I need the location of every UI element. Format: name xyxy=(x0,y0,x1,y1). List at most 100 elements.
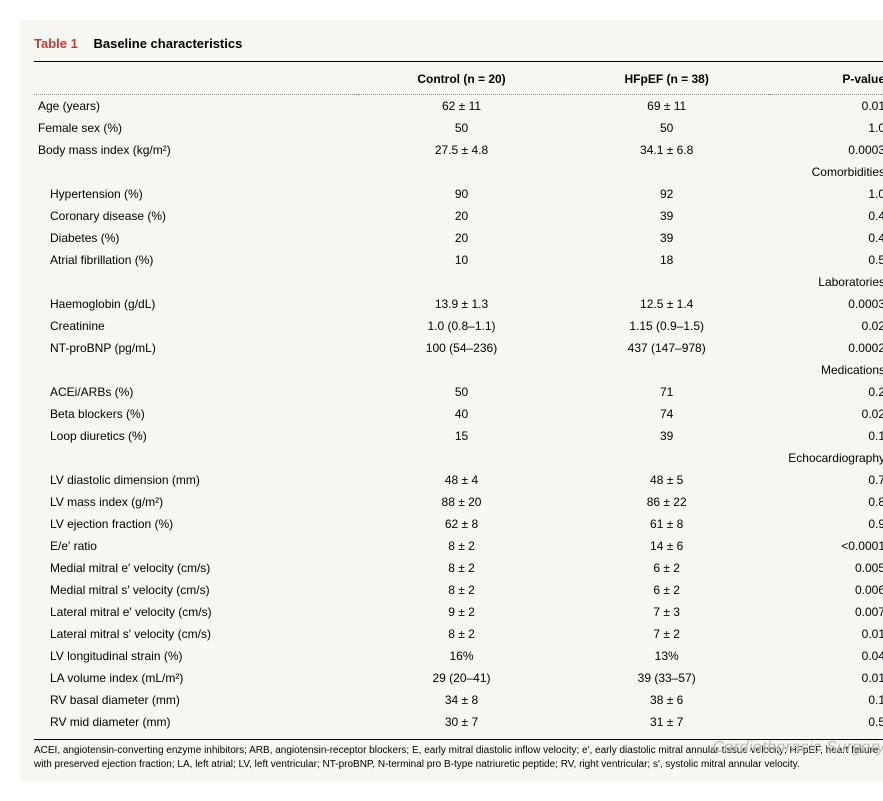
row-label: Lateral mitral e′ velocity (cm/s) xyxy=(34,601,359,623)
row-label: Body mass index (kg/m²) xyxy=(34,139,359,161)
cell-hfpef: 71 xyxy=(564,381,769,403)
cell-hfpef: 48 ± 5 xyxy=(564,469,769,491)
cell-hfpef: 14 ± 6 xyxy=(564,535,769,557)
cell-pvalue: 0.5 xyxy=(769,711,883,733)
cell-hfpef: 31 ± 7 xyxy=(564,711,769,733)
cell-hfpef: 6 ± 2 xyxy=(564,579,769,601)
table-row: Atrial fibrillation (%)10180.5 xyxy=(34,249,883,271)
table-number: Table 1 xyxy=(34,36,78,51)
cell-hfpef: 69 ± 11 xyxy=(564,95,769,118)
cell-hfpef: 39 xyxy=(564,205,769,227)
row-label: Haemoglobin (g/dL) xyxy=(34,293,359,315)
table-row: Diabetes (%)20390.4 xyxy=(34,227,883,249)
cell-pvalue: 0.02 xyxy=(769,403,883,425)
row-label: Medial mitral e′ velocity (cm/s) xyxy=(34,557,359,579)
row-label: Age (years) xyxy=(34,95,359,118)
cell-hfpef: 86 ± 22 xyxy=(564,491,769,513)
cell-pvalue: 0.9 xyxy=(769,513,883,535)
table-row: Lateral mitral e′ velocity (cm/s)9 ± 27 … xyxy=(34,601,883,623)
cell-pvalue: <0.0001 xyxy=(769,535,883,557)
cell-hfpef: 34.1 ± 6.8 xyxy=(564,139,769,161)
row-label: LV diastolic dimension (mm) xyxy=(34,469,359,491)
cell-pvalue: 0.2 xyxy=(769,381,883,403)
cell-pvalue: 0.01 xyxy=(769,95,883,118)
col-hfpef: HFpEF (n = 38) xyxy=(564,62,769,95)
cell-hfpef: 1.15 (0.9–1.5) xyxy=(564,315,769,337)
section-row: Comorbidities xyxy=(34,161,883,183)
col-blank xyxy=(34,62,359,95)
cell-hfpef: 13% xyxy=(564,645,769,667)
row-label: Medial mitral s′ velocity (cm/s) xyxy=(34,579,359,601)
table-row: Medial mitral s′ velocity (cm/s)8 ± 26 ±… xyxy=(34,579,883,601)
cell-control: 20 xyxy=(359,205,564,227)
cell-hfpef: 12.5 ± 1.4 xyxy=(564,293,769,315)
row-label: Loop diuretics (%) xyxy=(34,425,359,447)
table-row: LV diastolic dimension (mm)48 ± 448 ± 50… xyxy=(34,469,883,491)
cell-control: 29 (20–41) xyxy=(359,667,564,689)
cell-control: 8 ± 2 xyxy=(359,535,564,557)
cell-hfpef: 38 ± 6 xyxy=(564,689,769,711)
cell-control: 50 xyxy=(359,117,564,139)
section-row: Medications xyxy=(34,359,883,381)
row-label: Coronary disease (%) xyxy=(34,205,359,227)
cell-control: 1.0 (0.8–1.1) xyxy=(359,315,564,337)
cell-hfpef: 92 xyxy=(564,183,769,205)
table-row: Medial mitral e′ velocity (cm/s)8 ± 26 ±… xyxy=(34,557,883,579)
cell-pvalue: 0.0002 xyxy=(769,337,883,359)
cell-control: 8 ± 2 xyxy=(359,579,564,601)
row-label: Hypertension (%) xyxy=(34,183,359,205)
cell-pvalue: 0.1 xyxy=(769,689,883,711)
cell-pvalue: 0.006 xyxy=(769,579,883,601)
table-row: LV ejection fraction (%)62 ± 861 ± 80.9 xyxy=(34,513,883,535)
row-label: Laboratories xyxy=(34,271,883,293)
row-label: ACEi/ARBs (%) xyxy=(34,381,359,403)
cell-pvalue: 0.04 xyxy=(769,645,883,667)
cell-hfpef: 437 (147–978) xyxy=(564,337,769,359)
table-title: Table 1 Baseline characteristics xyxy=(34,30,883,62)
cell-pvalue: 0.02 xyxy=(769,315,883,337)
baseline-table: Control (n = 20) HFpEF (n = 38) P-value … xyxy=(34,62,883,733)
cell-pvalue: 0.005 xyxy=(769,557,883,579)
cell-hfpef: 39 xyxy=(564,227,769,249)
cell-hfpef: 74 xyxy=(564,403,769,425)
row-label: LV longitudinal strain (%) xyxy=(34,645,359,667)
row-label: Creatinine xyxy=(34,315,359,337)
row-label: Comorbidities xyxy=(34,161,883,183)
section-row: Laboratories xyxy=(34,271,883,293)
cell-pvalue: 0.0003 xyxy=(769,293,883,315)
cell-pvalue: 0.7 xyxy=(769,469,883,491)
table-row: E/e′ ratio8 ± 214 ± 6<0.0001 xyxy=(34,535,883,557)
cell-control: 10 xyxy=(359,249,564,271)
cell-control: 9 ± 2 xyxy=(359,601,564,623)
cell-control: 40 xyxy=(359,403,564,425)
cell-pvalue: 0.01 xyxy=(769,623,883,645)
cell-control: 100 (54–236) xyxy=(359,337,564,359)
cell-pvalue: 0.4 xyxy=(769,227,883,249)
header-row: Control (n = 20) HFpEF (n = 38) P-value xyxy=(34,62,883,95)
row-label: Echocardiography xyxy=(34,447,883,469)
cell-hfpef: 18 xyxy=(564,249,769,271)
row-label: Diabetes (%) xyxy=(34,227,359,249)
row-label: RV basal diameter (mm) xyxy=(34,689,359,711)
table-row: Beta blockers (%)40740.02 xyxy=(34,403,883,425)
cell-control: 62 ± 11 xyxy=(359,95,564,118)
section-row: Echocardiography xyxy=(34,447,883,469)
table-row: Haemoglobin (g/dL)13.9 ± 1.312.5 ± 1.40.… xyxy=(34,293,883,315)
cell-pvalue: 0.0003 xyxy=(769,139,883,161)
cell-control: 34 ± 8 xyxy=(359,689,564,711)
table-row: Lateral mitral s′ velocity (cm/s)8 ± 27 … xyxy=(34,623,883,645)
cell-control: 20 xyxy=(359,227,564,249)
cell-pvalue: 1.0 xyxy=(769,117,883,139)
row-label: Beta blockers (%) xyxy=(34,403,359,425)
cell-hfpef: 39 (33–57) xyxy=(564,667,769,689)
row-label: Atrial fibrillation (%) xyxy=(34,249,359,271)
table-row: LV mass index (g/m²)88 ± 2086 ± 220.8 xyxy=(34,491,883,513)
table-row: Body mass index (kg/m²)27.5 ± 4.834.1 ± … xyxy=(34,139,883,161)
row-label: LV mass index (g/m²) xyxy=(34,491,359,513)
row-label: NT-proBNP (pg/mL) xyxy=(34,337,359,359)
table-row: Hypertension (%)90921.0 xyxy=(34,183,883,205)
cell-control: 8 ± 2 xyxy=(359,557,564,579)
table-container: Table 1 Baseline characteristics Control… xyxy=(20,20,883,781)
cell-pvalue: 0.4 xyxy=(769,205,883,227)
table-title-text: Baseline characteristics xyxy=(93,36,242,51)
